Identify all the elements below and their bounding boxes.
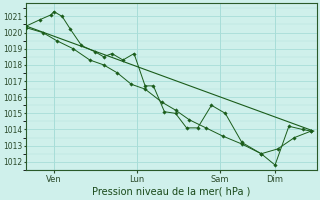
X-axis label: Pression niveau de la mer( hPa ): Pression niveau de la mer( hPa )	[92, 187, 251, 197]
